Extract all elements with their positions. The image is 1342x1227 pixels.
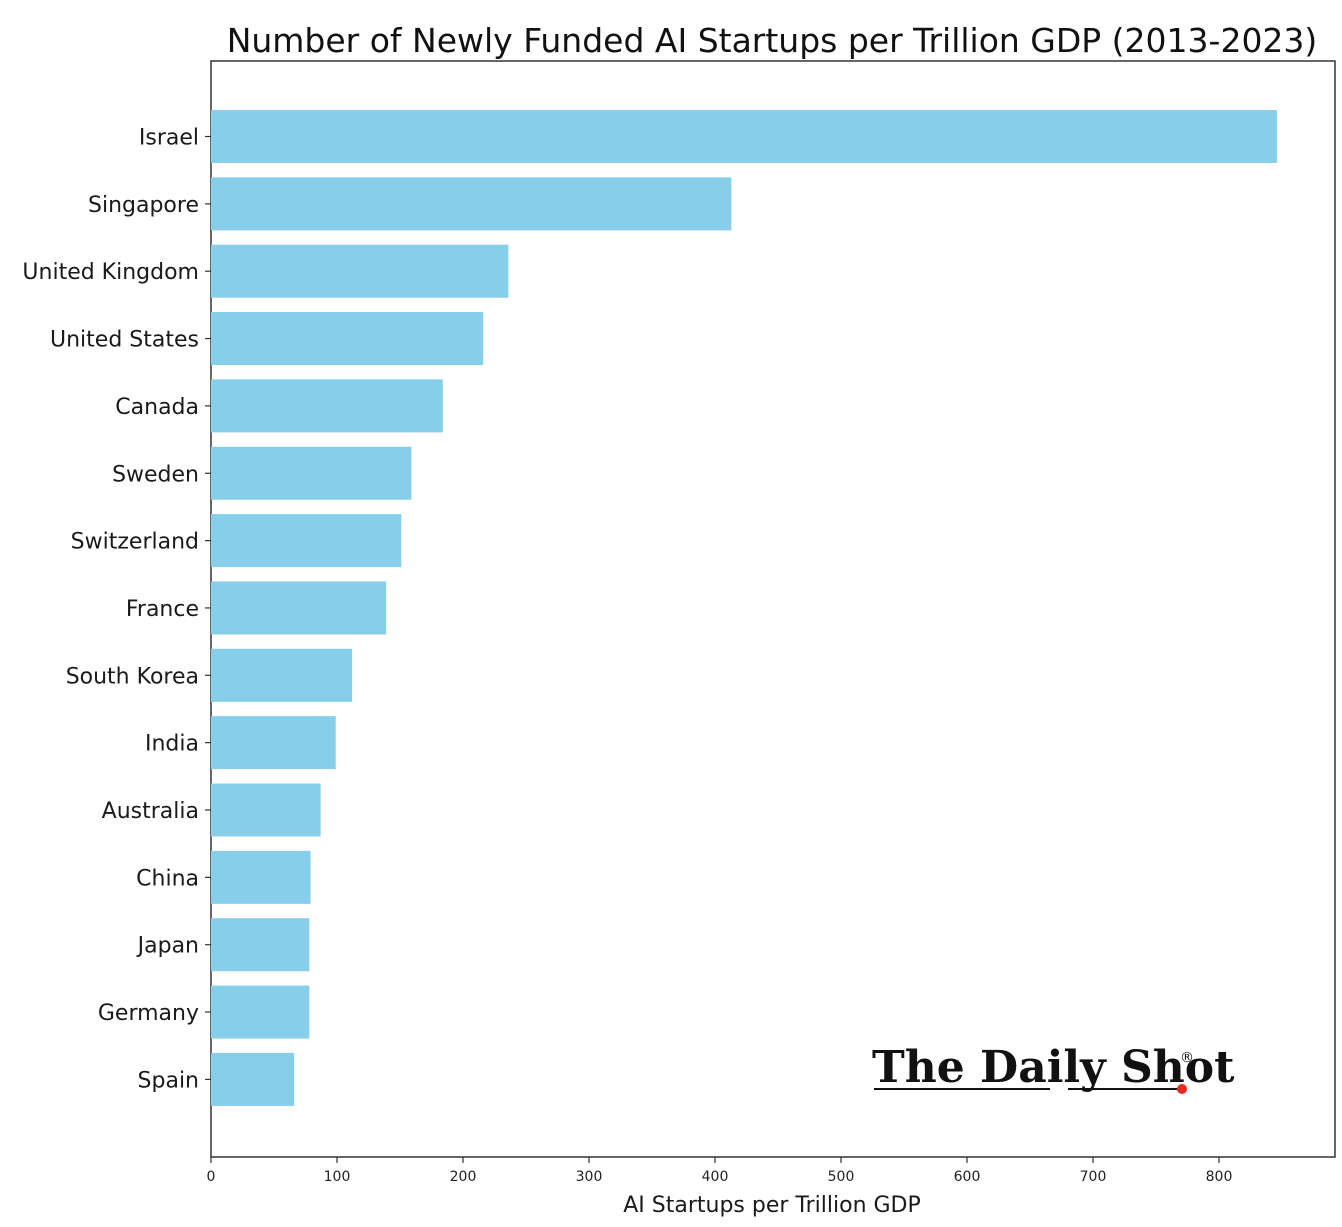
y-tick-label: Israel [139, 126, 199, 151]
logo-registered-mark: ® [1180, 1050, 1194, 1066]
logo-text: The Daily Shot [872, 1042, 1235, 1093]
logo-red-dot [1177, 1084, 1187, 1094]
bar-israel [211, 110, 1277, 163]
bar-canada [211, 379, 443, 433]
y-tick-label: Australia [102, 799, 199, 824]
y-tick-label: United States [50, 328, 199, 353]
y-tick-label: Spain [138, 1068, 199, 1093]
y-tick-label: France [126, 597, 199, 622]
x-axis-ticks: 0 100 200 300 400 500 600 700 800 [207, 1157, 1233, 1185]
y-tick-label: India [145, 732, 199, 757]
x-tick-label: 200 [450, 1169, 477, 1185]
bar-united-kingdom [211, 244, 509, 298]
bar-south-korea [211, 648, 353, 702]
bar-france [211, 581, 387, 635]
y-tick-label: Japan [136, 934, 199, 959]
x-axis-title: AI Startups per Trillion GDP [623, 1193, 921, 1218]
bar-sweden [211, 446, 412, 500]
bars [211, 110, 1277, 1106]
x-tick-label: 100 [324, 1169, 351, 1185]
y-tick-label: United Kingdom [22, 260, 199, 285]
bar-spain [211, 1052, 295, 1106]
x-tick-label: 300 [576, 1169, 603, 1185]
y-tick-label: Singapore [88, 193, 199, 218]
bar-united-states [211, 312, 484, 366]
daily-shot-logo: The Daily Shot ® [872, 1042, 1235, 1094]
bar-singapore [211, 177, 732, 231]
y-tick-label: Sweden [112, 462, 199, 487]
bar-china [211, 850, 311, 904]
bar-japan [211, 918, 310, 972]
bar-australia [211, 783, 321, 837]
y-axis-labels: Israel Singapore United Kingdom United Stat… [22, 126, 211, 1093]
x-tick-label: 800 [1206, 1169, 1233, 1185]
bar-switzerland [211, 514, 402, 568]
x-tick-label: 400 [702, 1169, 729, 1185]
y-tick-label: South Korea [66, 664, 199, 689]
y-tick-label: Switzerland [71, 530, 199, 555]
x-tick-label: 500 [828, 1169, 855, 1185]
bar-germany [211, 985, 310, 1039]
y-tick-label: China [136, 866, 199, 891]
x-tick-label: 700 [1080, 1169, 1107, 1185]
chart-title: Number of Newly Funded AI Startups per T… [227, 21, 1318, 60]
x-tick-label: 600 [954, 1169, 981, 1185]
y-tick-label: Germany [98, 1001, 199, 1026]
x-tick-label: 0 [207, 1169, 216, 1185]
y-tick-label: Canada [115, 395, 199, 420]
bar-india [211, 716, 336, 770]
